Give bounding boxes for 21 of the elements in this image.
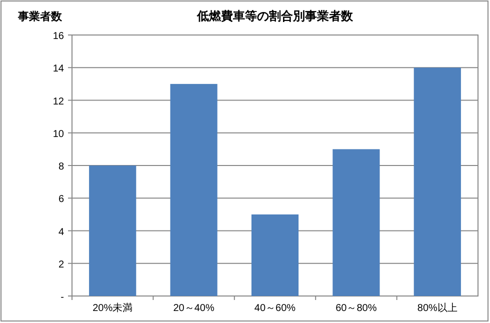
x-tick-label: 60～80% (336, 303, 377, 314)
bar (332, 149, 380, 296)
y-tick-label: 10 (52, 128, 64, 140)
chart-title: 低燃費車等の割合別事業者数 (196, 9, 354, 23)
bar (89, 166, 136, 296)
x-tick-label: 80%以上 (417, 302, 458, 314)
bar (251, 214, 299, 296)
y-tick-label: 4 (58, 226, 64, 238)
y-tick-label: 2 (58, 259, 64, 270)
x-tick-label: 40～60% (254, 303, 296, 314)
bar (414, 68, 461, 296)
x-tick-label: 20～40% (173, 303, 214, 314)
x-tick-label: 20%未満 (92, 302, 133, 314)
bar (170, 84, 218, 296)
y-tick-label: 14 (52, 64, 64, 75)
y-tick-label: 16 (52, 31, 64, 42)
y-axis-title: 事業者数 (17, 10, 63, 23)
y-tick-label: 12 (52, 96, 64, 108)
y-tick-label: 8 (58, 162, 64, 172)
y-tick-label: - (60, 292, 64, 303)
y-tick-label: 6 (58, 194, 64, 206)
